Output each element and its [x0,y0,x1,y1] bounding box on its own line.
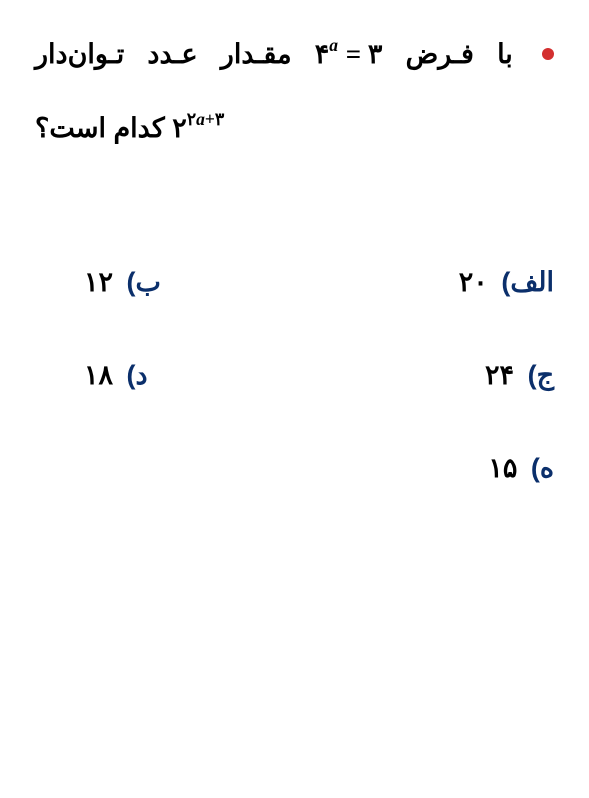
eq-base: ۴ [315,39,330,69]
option-c: ج) ۲۴ [294,360,554,391]
option-a-value: ۲۰ [459,267,488,297]
power-base: ۲ [172,113,187,143]
eq-eq: = ۳ [339,39,382,69]
q-power: ۲۲a+۳ [172,104,224,153]
question-block: با فـرض ۴a = ۳ مقـدار عـدد تـوان‌دار ۲۲a… [35,30,554,152]
option-d-label: د) [127,360,148,390]
option-e: ه) ۱۵ [294,453,554,484]
question-line-1: با فـرض ۴a = ۳ مقـدار عـدد تـوان‌دار [35,30,554,79]
q-part1-post: مقـدار عـدد تـوان‌دار [35,39,292,69]
option-b-value: ۱۲ [84,267,113,297]
option-a: الف) ۲۰ [294,267,554,298]
option-e-value: ۱۵ [488,453,517,483]
option-b: ب) ۱۲ [84,267,294,298]
option-b-label: ب) [127,267,161,297]
q-part1-pre: با فـرض [406,39,513,69]
option-e-label: ه) [531,453,554,483]
question-line-2: ۲۲a+۳ کدام است؟ [35,104,554,153]
options-row-3: ه) ۱۵ [35,453,554,484]
option-c-label: ج) [528,360,554,390]
power-exp-wrap: ۲a+۳ [187,109,225,129]
option-d-value: ۱۸ [84,360,113,390]
bullet-icon [542,48,554,60]
options-row-1: الف) ۲۰ ب) ۱۲ [35,267,554,298]
option-c-value: ۲۴ [485,360,514,390]
q-part2-rest: کدام است؟ [35,113,172,143]
q-equation: ۴a = ۳ [315,30,383,79]
options-row-2: ج) ۲۴ د) ۱۸ [35,360,554,391]
options-block: الف) ۲۰ ب) ۱۲ ج) ۲۴ د) ۱۸ ه) ۱۵ [35,267,554,484]
eq-exp: a [329,30,339,62]
option-a-label: الف) [501,267,554,297]
option-d: د) ۱۸ [84,360,294,391]
